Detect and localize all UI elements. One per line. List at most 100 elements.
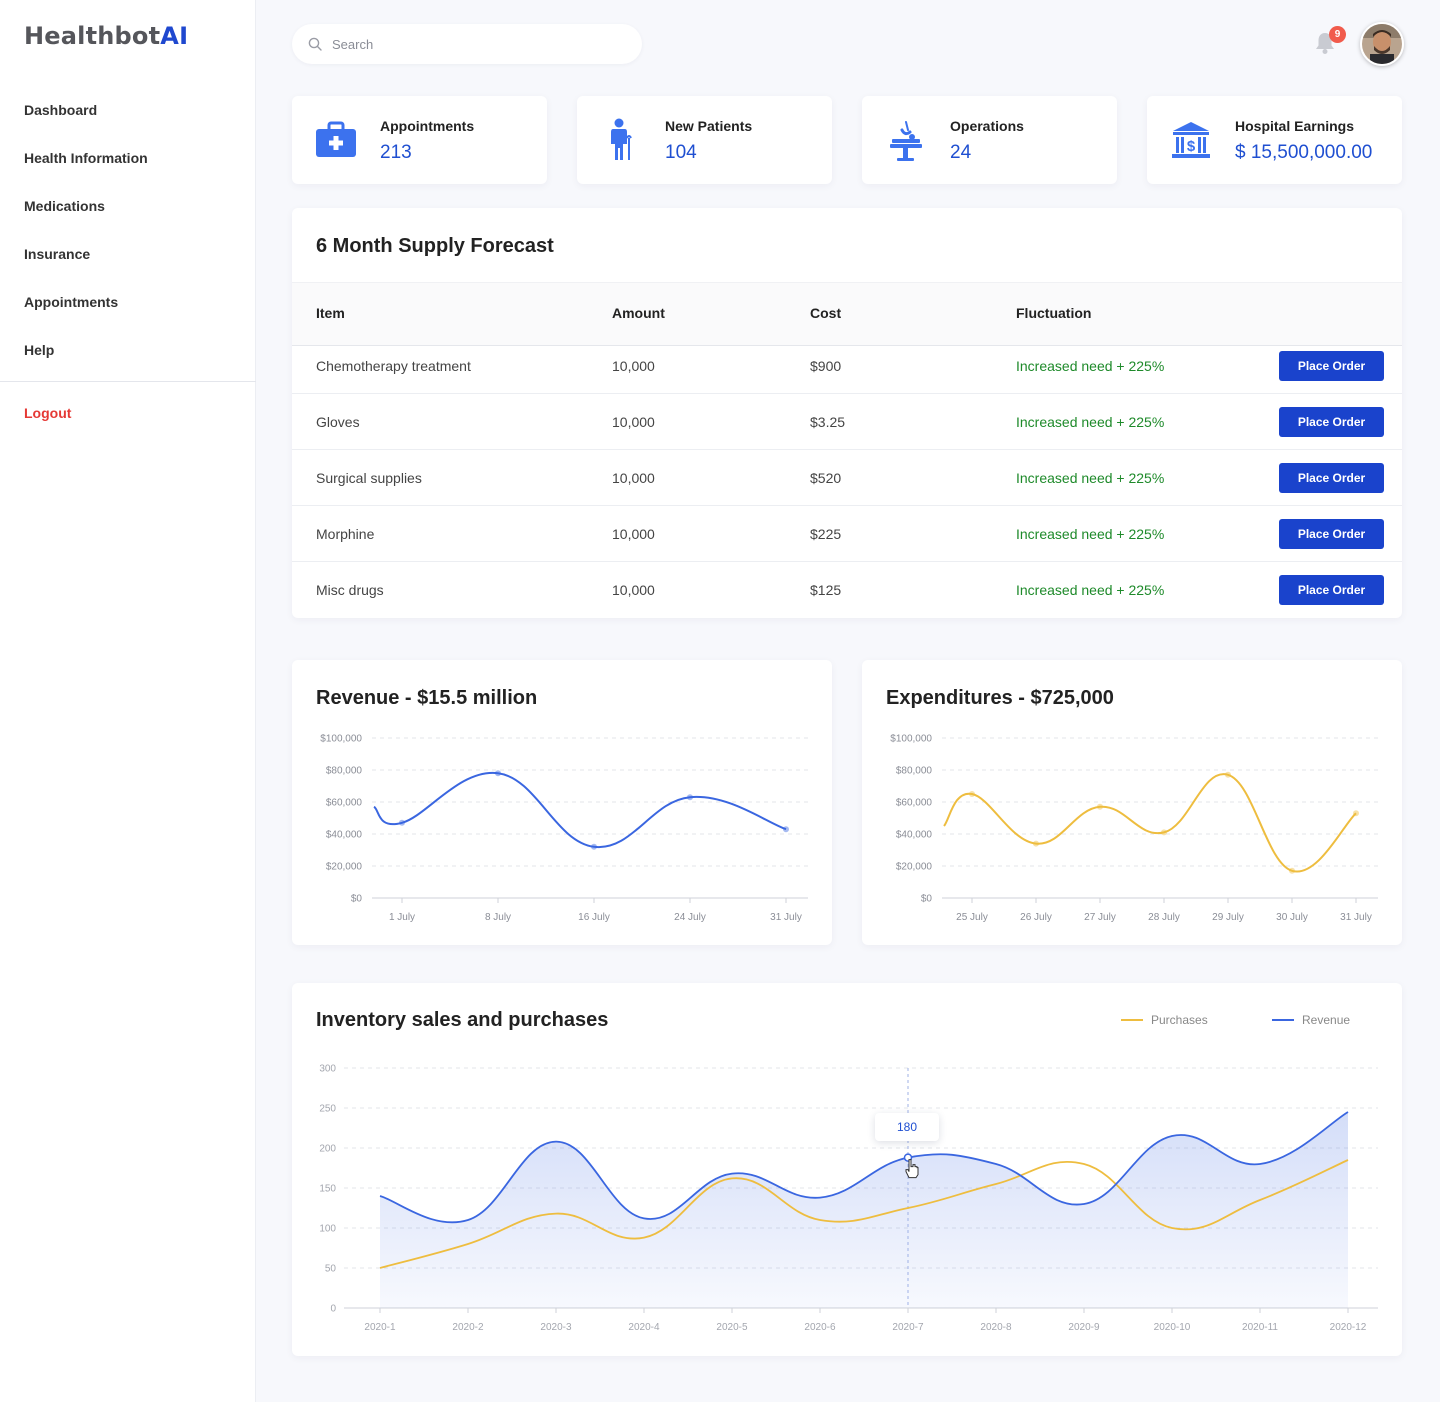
cell-fluctuation: Increased need + 225% bbox=[1016, 414, 1165, 430]
place-order-button[interactable]: Place Order bbox=[1279, 519, 1384, 549]
hand-cursor-shape bbox=[905, 1159, 919, 1179]
stat-card-operations[interactable]: Operations 24 bbox=[862, 96, 1117, 184]
operating-table-icon bbox=[890, 121, 922, 161]
logout-link[interactable]: Logout bbox=[24, 405, 72, 421]
sidebar: HealthbotAI Dashboard Health Information… bbox=[0, 0, 256, 1402]
legend-item-purchases[interactable]: Purchases bbox=[1121, 1013, 1208, 1027]
x-tick-label: 8 July bbox=[485, 912, 511, 923]
y-tick-label: 50 bbox=[325, 1264, 337, 1275]
bank-icon: $ bbox=[1172, 122, 1210, 158]
table-row: Misc drugs 10,000 $125 Increased need + 225… bbox=[292, 562, 1402, 618]
sidebar-nav: Dashboard Health Information Medications… bbox=[0, 88, 256, 376]
data-point bbox=[783, 826, 789, 833]
stat-label: Hospital Earnings bbox=[1235, 118, 1355, 134]
cell-fluctuation: Increased need + 225% bbox=[1016, 526, 1165, 542]
user-avatar-icon bbox=[1362, 24, 1402, 64]
column-header-fluctuation[interactable]: Fluctuation bbox=[1016, 305, 1092, 321]
stat-value: $ 15,500,000.00 bbox=[1235, 142, 1373, 163]
cell-cost: $3.25 bbox=[810, 414, 846, 430]
place-order-button[interactable]: Place Order bbox=[1279, 463, 1384, 493]
column-header-item[interactable]: Item bbox=[316, 305, 345, 321]
x-tick-label: 2020-3 bbox=[540, 1322, 572, 1333]
cell-item: Chemotherapy treatment bbox=[316, 358, 471, 374]
stat-value: 24 bbox=[950, 142, 972, 163]
series-line bbox=[373, 772, 787, 848]
chart-tooltip: 180 bbox=[875, 1113, 939, 1141]
revenue-chart-card: Revenue - $15.5 million $0 $20,000 $40,000… bbox=[292, 660, 832, 945]
search-input[interactable] bbox=[332, 24, 622, 64]
sidebar-item-health-information[interactable]: Health Information bbox=[24, 150, 148, 166]
cell-item: Morphine bbox=[316, 526, 375, 542]
data-point bbox=[1289, 867, 1295, 874]
legend-label-revenue: Revenue bbox=[1302, 1013, 1351, 1027]
avatar[interactable] bbox=[1360, 22, 1404, 66]
cell-fluctuation: Increased need + 225% bbox=[1016, 470, 1165, 486]
x-tick-label: 2020-8 bbox=[980, 1322, 1012, 1333]
stat-label: Appointments bbox=[380, 118, 475, 134]
data-point bbox=[399, 819, 405, 826]
stat-label: New Patients bbox=[665, 118, 753, 134]
stat-card-hospital-earnings[interactable]: $ Hospital Earnings $ 15,500,000.00 bbox=[1147, 96, 1402, 184]
svg-text:$: $ bbox=[1187, 138, 1196, 155]
column-header-amount[interactable]: Amount bbox=[612, 305, 665, 321]
hand-cursor-icon bbox=[905, 1159, 919, 1179]
cell-item: Surgical supplies bbox=[316, 470, 422, 486]
search-icon bbox=[308, 37, 322, 51]
sidebar-item-help[interactable]: Help bbox=[24, 342, 55, 358]
x-tick-label: 26 July bbox=[1020, 912, 1052, 923]
cell-cost: $520 bbox=[810, 470, 842, 486]
brand-logo[interactable]: HealthbotAI bbox=[24, 22, 188, 50]
y-tick-label: $20,000 bbox=[896, 862, 933, 873]
expenditures-chart: $0 $20,000 $40,000 $60,000 $80,000 $100,000 25… bbox=[890, 734, 1378, 923]
data-point bbox=[591, 843, 597, 850]
x-tick-label: 30 July bbox=[1276, 912, 1308, 923]
stat-card-new-patients[interactable]: New Patients 104 bbox=[577, 96, 832, 184]
x-tick-label: 28 July bbox=[1148, 912, 1180, 923]
sidebar-item-appointments[interactable]: Appointments bbox=[24, 294, 119, 310]
y-tick-label: $60,000 bbox=[896, 798, 933, 809]
table-header: Item Amount Cost Fluctuation bbox=[292, 282, 1402, 346]
x-tick-label: 2020-6 bbox=[804, 1322, 836, 1333]
cell-cost: $225 bbox=[810, 526, 842, 542]
patient-icon bbox=[611, 118, 632, 160]
data-point bbox=[687, 794, 693, 801]
x-tick-label: 2020-9 bbox=[1068, 1322, 1100, 1333]
inventory-chart-title: Inventory sales and purchases bbox=[316, 1009, 609, 1031]
x-tick-label: 1 July bbox=[389, 912, 415, 923]
sidebar-item-dashboard[interactable]: Dashboard bbox=[24, 102, 98, 118]
data-point bbox=[495, 770, 501, 777]
column-header-cost[interactable]: Cost bbox=[810, 305, 842, 321]
x-tick-label: 25 July bbox=[956, 912, 988, 923]
stat-value: 213 bbox=[380, 142, 412, 163]
y-tick-label: 300 bbox=[319, 1064, 336, 1075]
legend-item-revenue[interactable]: Revenue bbox=[1272, 1013, 1350, 1027]
sidebar-item-medications[interactable]: Medications bbox=[24, 198, 105, 214]
table-row: Chemotherapy treatment 10,000 $900 Increase… bbox=[292, 338, 1402, 394]
place-order-button[interactable]: Place Order bbox=[1279, 575, 1384, 605]
sidebar-item-insurance[interactable]: Insurance bbox=[24, 246, 91, 262]
data-point bbox=[1225, 771, 1231, 778]
y-tick-label: $60,000 bbox=[326, 798, 363, 809]
x-tick-label: 2020-11 bbox=[1242, 1322, 1278, 1333]
y-tick-label: $100,000 bbox=[320, 734, 362, 745]
x-tick-label: 16 July bbox=[578, 912, 610, 923]
y-tick-label: 0 bbox=[330, 1304, 336, 1315]
search-bar bbox=[292, 24, 642, 64]
purchases-line bbox=[379, 1159, 1349, 1269]
cell-amount: 10,000 bbox=[612, 470, 655, 486]
y-tick-label: $0 bbox=[351, 894, 363, 905]
legend-label-purchases: Purchases bbox=[1151, 1013, 1208, 1027]
y-tick-label: 200 bbox=[319, 1144, 336, 1155]
legend-swatch-revenue bbox=[1272, 1019, 1294, 1021]
data-point bbox=[1161, 829, 1167, 836]
x-tick-label: 31 July bbox=[770, 912, 802, 923]
cell-amount: 10,000 bbox=[612, 358, 655, 374]
place-order-button[interactable]: Place Order bbox=[1279, 407, 1384, 437]
y-tick-label: 150 bbox=[319, 1184, 336, 1195]
place-order-button[interactable]: Place Order bbox=[1279, 351, 1384, 381]
x-tick-label: 2020-7 bbox=[892, 1322, 924, 1333]
y-tick-label: 250 bbox=[319, 1104, 336, 1115]
stat-card-appointments[interactable]: Appointments 213 bbox=[292, 96, 547, 184]
cell-amount: 10,000 bbox=[612, 414, 655, 430]
x-tick-label: 2020-12 bbox=[1330, 1322, 1367, 1333]
